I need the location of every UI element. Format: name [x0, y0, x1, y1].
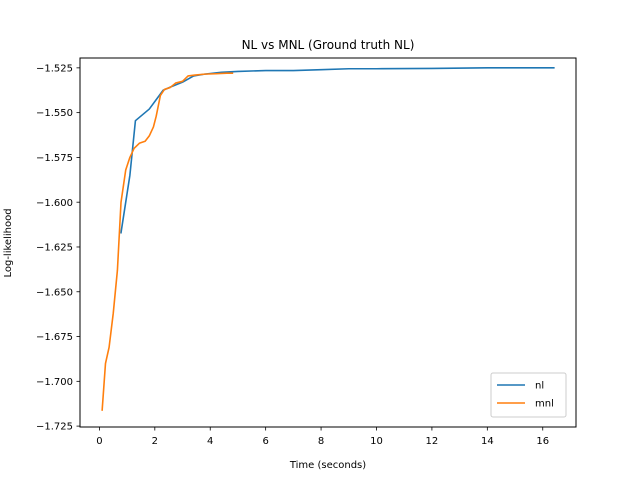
axes-frame	[79, 57, 577, 428]
x-tick-label: 16	[536, 436, 549, 447]
y-tick-label: −1.625	[36, 243, 73, 254]
y-tick-label: −1.650	[36, 287, 73, 298]
y-axis-label: Log-likelihood	[3, 208, 14, 277]
y-axis: −1.725 −1.700 −1.675 −1.650 −1.625 −1.600 −1.5…	[36, 63, 80, 433]
series-line-mnl	[101, 72, 234, 411]
x-tick-label: 8	[318, 436, 324, 447]
x-axis: 0 2 4 6 8 10 12 14 16	[96, 427, 549, 447]
series-line-nl	[120, 67, 555, 234]
legend-box	[490, 372, 567, 418]
y-tick-label: −1.600	[36, 198, 73, 209]
legend: nl mnl	[490, 372, 567, 418]
x-tick-label: 6	[262, 436, 268, 447]
y-tick-label: −1.725	[36, 422, 73, 433]
legend-label-mnl: mnl	[535, 399, 554, 410]
x-tick-label: 12	[426, 436, 439, 447]
x-tick-label: 4	[207, 436, 213, 447]
y-tick-label: −1.525	[36, 63, 73, 74]
chart-title: NL vs MNL (Ground truth NL)	[242, 38, 415, 52]
y-tick-label: −1.675	[36, 332, 73, 343]
plot-area	[101, 67, 555, 411]
x-axis-label: Time (seconds)	[289, 460, 366, 471]
x-tick-label: 10	[370, 436, 383, 447]
x-tick-label: 14	[481, 436, 494, 447]
x-tick-label: 2	[152, 436, 158, 447]
y-tick-label: −1.700	[36, 377, 73, 388]
y-tick-label: −1.550	[36, 108, 73, 119]
y-tick-label: −1.575	[36, 153, 73, 164]
legend-label-nl: nl	[535, 381, 544, 392]
x-tick-label: 0	[96, 436, 102, 447]
